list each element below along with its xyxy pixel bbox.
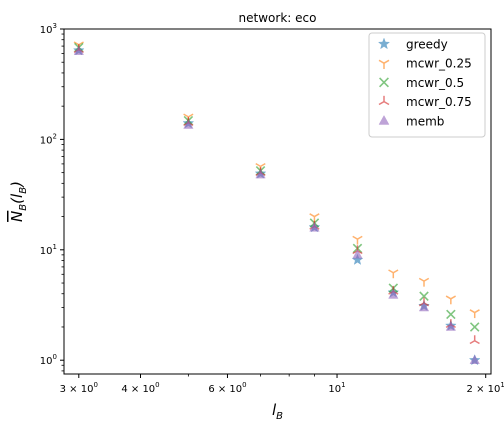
data-point: [469, 309, 480, 319]
legend-box: [368, 32, 486, 138]
legend-marker: [378, 95, 390, 106]
legend-label: mcwr_0.25: [406, 57, 472, 71]
data-point: [73, 45, 84, 55]
x-tick-label: 101: [328, 381, 345, 395]
data-point: [309, 213, 320, 223]
legend-entry: greedy: [377, 37, 448, 52]
legend-entry: mcwr_0.75: [378, 95, 472, 109]
x-tick-label: 6 × 100: [208, 381, 246, 395]
y-axis-label: NB(lB): [8, 181, 29, 222]
x-axis-label-main: l: [272, 401, 277, 419]
plot-area: [72, 41, 481, 366]
x-axis-label: lB: [272, 401, 283, 422]
legend-label: mcwr_0.5: [406, 76, 464, 90]
y-axis-label-main: N: [8, 211, 26, 222]
data-point: [388, 269, 399, 279]
axis-ticks: 3 × 100 4 × 100 6 × 100 101 2 × 101 100 101 102…: [40, 22, 504, 395]
data-point: [469, 322, 480, 332]
y-axis-label-arg: (l: [8, 193, 26, 204]
series-memb: [73, 45, 480, 364]
legend-label: greedy: [406, 38, 448, 52]
data-point: [183, 119, 194, 129]
data-point: [469, 354, 480, 364]
plot-frame: [63, 28, 492, 375]
x-tick-label: 3 × 100: [60, 381, 98, 395]
y-axis-label-sub: B: [18, 204, 29, 211]
data-point: [255, 169, 266, 179]
legend-marker: [378, 59, 390, 69]
data-point: [352, 249, 363, 259]
data-point: [388, 289, 399, 299]
y-tick-label: 103: [40, 22, 57, 36]
y-axis-label-close: ): [8, 181, 26, 188]
legend-marker: [377, 37, 391, 50]
x-axis-label-sub: B: [276, 411, 283, 422]
y-tick-label: 102: [40, 132, 57, 146]
legend-label: memb: [406, 114, 444, 128]
x-tick-label: 2 × 101: [467, 381, 504, 395]
data-point: [446, 309, 456, 320]
data-point: [352, 235, 363, 245]
legend-entry: mcwr_0.25: [378, 57, 472, 71]
legend-marker: [379, 77, 389, 88]
data-point: [309, 222, 320, 232]
legend-marker: [378, 115, 390, 125]
data-point: [418, 302, 430, 312]
legend-entry: memb: [378, 114, 444, 128]
y-tick-label: 100: [40, 353, 57, 367]
x-tick-label: 4 × 100: [121, 381, 159, 395]
data-point: [445, 295, 456, 305]
data-point: [419, 291, 429, 301]
y-axis-label-arg-sub: B: [18, 187, 29, 194]
legend-entry: mcwr_0.5: [379, 76, 464, 90]
y-tick-label: 101: [40, 243, 57, 257]
legend-label: mcwr_0.75: [406, 95, 472, 109]
y-axis-label-text: NB(lB): [8, 181, 29, 222]
chart-title: network: eco: [239, 11, 317, 25]
data-point: [469, 335, 480, 345]
data-point: [418, 277, 430, 287]
data-point: [445, 321, 457, 331]
